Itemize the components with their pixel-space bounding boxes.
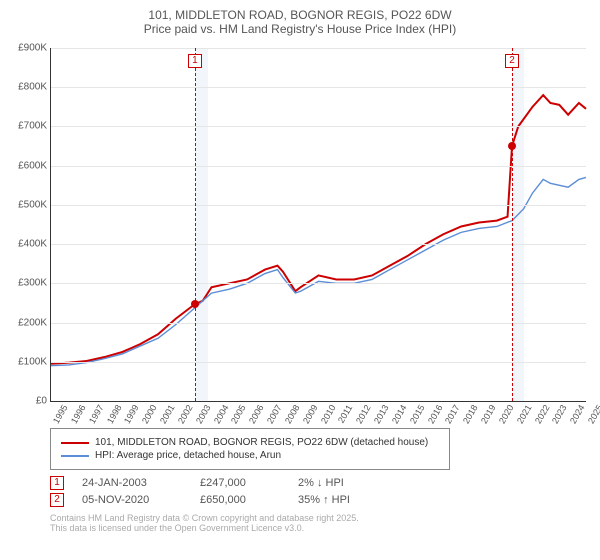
x-tick-label: 2023 <box>550 403 569 425</box>
x-tick-label: 2014 <box>390 403 409 425</box>
x-tick-label: 2025 <box>586 403 600 425</box>
x-tick-label: 1998 <box>105 403 124 425</box>
x-tick-label: 1999 <box>122 403 141 425</box>
gridline-h <box>51 205 586 206</box>
event-line-2 <box>512 48 513 401</box>
title-line-2: Price paid vs. HM Land Registry's House … <box>10 22 590 36</box>
legend-swatch-0 <box>61 442 89 444</box>
x-tick-label: 2021 <box>515 403 534 425</box>
y-tick-label: £500K <box>18 199 47 210</box>
event-date: 05-NOV-2020 <box>82 494 182 506</box>
gridline-h <box>51 244 586 245</box>
event-badge-inline: 2 <box>50 493 64 507</box>
event-row: 2 05-NOV-2020 £650,000 35% ↑ HPI <box>50 493 590 507</box>
y-tick-label: £0 <box>36 396 47 407</box>
legend-label-1: HPI: Average price, detached house, Arun <box>95 450 281 461</box>
y-tick-label: £700K <box>18 121 47 132</box>
gridline-h <box>51 48 586 49</box>
x-tick-label: 2005 <box>229 403 248 425</box>
x-tick-label: 2013 <box>372 403 391 425</box>
gridline-h <box>51 362 586 363</box>
title-line-1: 101, MIDDLETON ROAD, BOGNOR REGIS, PO22 … <box>10 8 590 22</box>
event-price: £650,000 <box>200 494 280 506</box>
x-tick-label: 2003 <box>194 403 213 425</box>
x-tick-label: 2002 <box>176 403 195 425</box>
x-tick-label: 2017 <box>443 403 462 425</box>
legend-item-1: HPI: Average price, detached house, Arun <box>61 450 439 461</box>
x-tick-label: 1997 <box>87 403 106 425</box>
event-row: 1 24-JAN-2003 £247,000 2% ↓ HPI <box>50 476 590 490</box>
event-date: 24-JAN-2003 <box>82 477 182 489</box>
chart: £0 £100K £200K £300K £400K £500K £600K £700K £80… <box>10 40 590 420</box>
x-tick-label: 2004 <box>212 403 231 425</box>
x-tick-label: 2006 <box>247 403 266 425</box>
legend-label-0: 101, MIDDLETON ROAD, BOGNOR REGIS, PO22 … <box>95 437 428 448</box>
x-tick-label: 2001 <box>158 403 177 425</box>
y-tick-label: £400K <box>18 239 47 250</box>
x-tick-label: 2007 <box>265 403 284 425</box>
x-tick-label: 2015 <box>408 403 427 425</box>
legend-item-0: 101, MIDDLETON ROAD, BOGNOR REGIS, PO22 … <box>61 437 439 448</box>
y-tick-label: £300K <box>18 278 47 289</box>
event-dot-1 <box>191 300 199 308</box>
x-tick-label: 2008 <box>283 403 302 425</box>
x-tick-label: 2011 <box>336 403 354 425</box>
plot-svg <box>51 48 586 401</box>
event-badge-1: 1 <box>188 54 202 68</box>
y-tick-label: £100K <box>18 356 47 367</box>
x-tick-label: 1995 <box>51 403 70 425</box>
x-tick-label: 2012 <box>354 403 373 425</box>
event-dot-2 <box>508 142 516 150</box>
x-tick-label: 2000 <box>140 403 159 425</box>
footer-line-1: Contains HM Land Registry data © Crown c… <box>50 513 590 523</box>
legend-box: 101, MIDDLETON ROAD, BOGNOR REGIS, PO22 … <box>50 428 450 470</box>
gridline-h <box>51 166 586 167</box>
event-line-1 <box>195 48 196 401</box>
footer-line-2: This data is licensed under the Open Gov… <box>50 523 590 533</box>
chart-title: 101, MIDDLETON ROAD, BOGNOR REGIS, PO22 … <box>10 8 590 36</box>
x-tick-label: 2022 <box>533 403 552 425</box>
event-price: £247,000 <box>200 477 280 489</box>
x-tick-label: 2009 <box>301 403 320 425</box>
event-badge-2: 2 <box>505 54 519 68</box>
x-tick-label: 2019 <box>479 403 498 425</box>
event-badge-inline: 1 <box>50 476 64 490</box>
y-tick-label: £200K <box>18 317 47 328</box>
x-tick-label: 2018 <box>461 403 480 425</box>
y-tick-label: £900K <box>18 43 47 54</box>
gridline-h <box>51 323 586 324</box>
footer-notice: Contains HM Land Registry data © Crown c… <box>50 513 590 533</box>
x-tick-label: 2016 <box>426 403 445 425</box>
y-tick-label: £600K <box>18 160 47 171</box>
x-tick-label: 2024 <box>568 403 587 425</box>
gridline-h <box>51 283 586 284</box>
gridline-h <box>51 87 586 88</box>
event-delta: 35% ↑ HPI <box>298 494 398 506</box>
y-tick-label: £800K <box>18 82 47 93</box>
event-delta: 2% ↓ HPI <box>298 477 398 489</box>
events-table: 1 24-JAN-2003 £247,000 2% ↓ HPI 2 05-NOV-2020… <box>50 476 590 507</box>
x-tick-label: 2020 <box>497 403 516 425</box>
x-tick-label: 1996 <box>69 403 88 425</box>
legend-swatch-1 <box>61 455 89 457</box>
x-tick-label: 2010 <box>319 403 338 425</box>
gridline-h <box>51 126 586 127</box>
